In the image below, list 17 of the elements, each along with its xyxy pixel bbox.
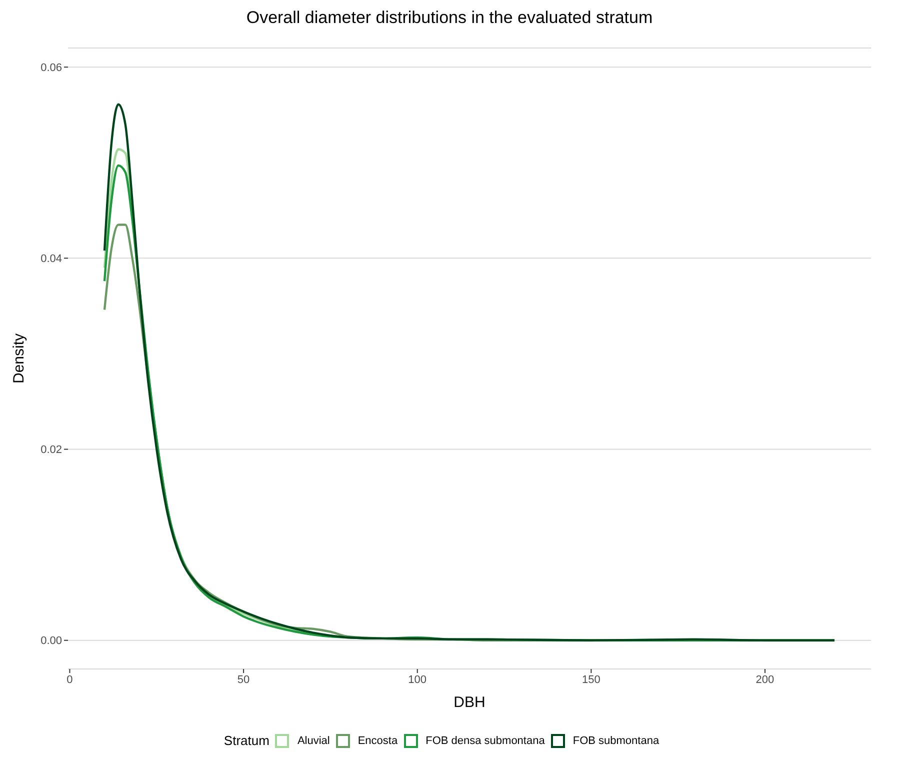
legend-title: Stratum	[224, 733, 270, 748]
x-tick-label: 0	[66, 674, 73, 686]
y-tick-label: 0.06	[40, 62, 62, 74]
legend-label: Aluvial	[297, 734, 330, 746]
legend-label: FOB densa submontana	[426, 734, 545, 746]
y-tick-label: 0.04	[40, 253, 62, 266]
x-tick-label: 150	[582, 674, 600, 686]
y-tick-label: 0.02	[40, 444, 62, 456]
chart-title: Overall diameter distributions in the evaluated stratum	[245, 8, 654, 29]
x-axis-title: DBH	[454, 694, 486, 711]
legend-label: FOB submontana	[572, 734, 660, 746]
x-tick-label: 50	[237, 674, 250, 686]
legend-label: Encosta	[358, 734, 398, 746]
x-tick-label: 100	[408, 674, 427, 686]
y-axis-title: Density	[10, 333, 28, 384]
x-tick-label: 200	[756, 674, 774, 686]
y-tick-label: 0.00	[40, 635, 62, 648]
